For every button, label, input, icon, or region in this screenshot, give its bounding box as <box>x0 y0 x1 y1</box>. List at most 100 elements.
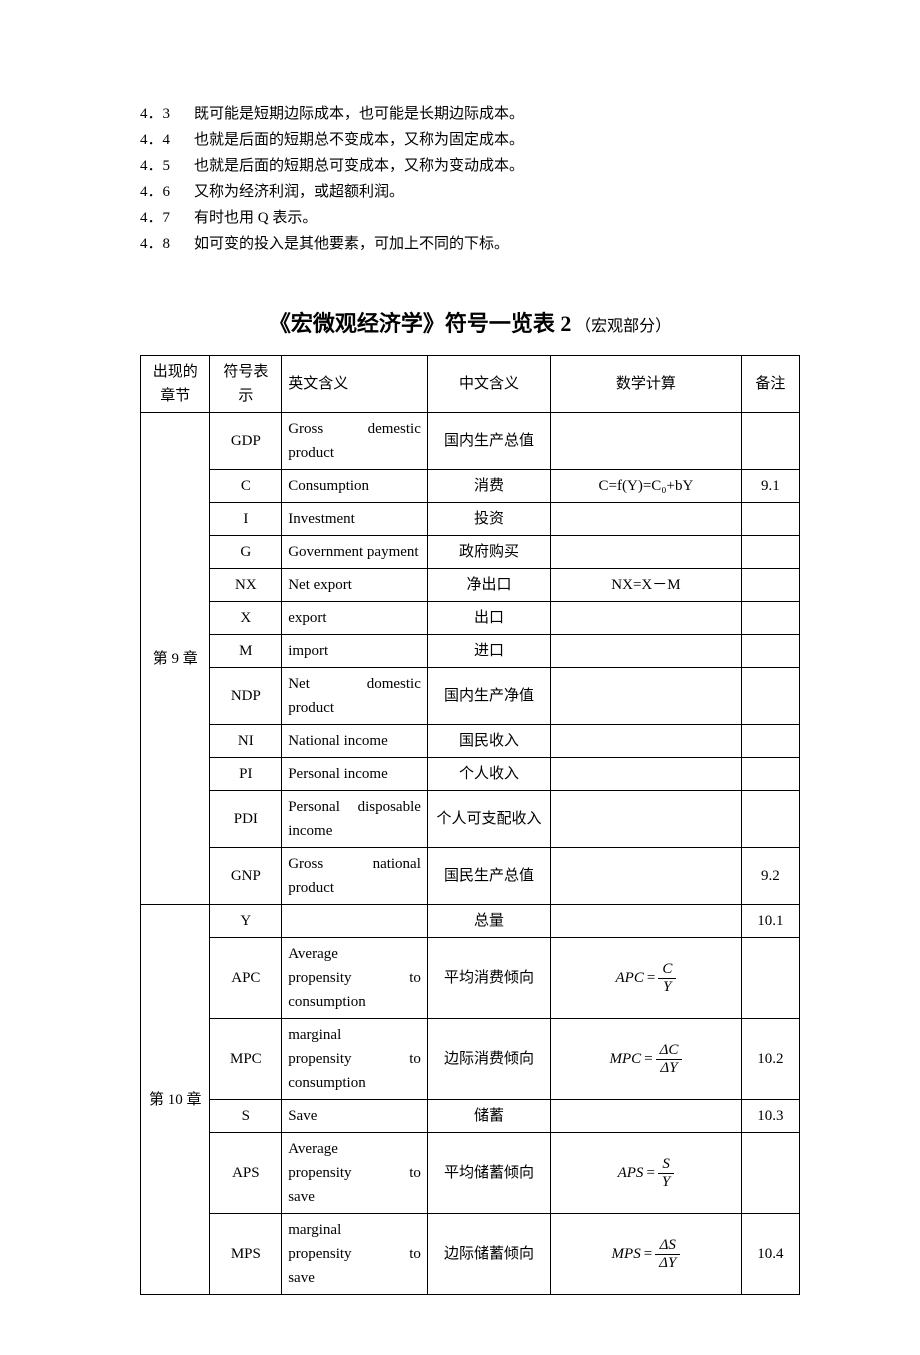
cell-chinese: 边际消费倾向 <box>427 1019 550 1100</box>
symbol-table: 出现的章节 符号表示 英文含义 中文含义 数学计算 备注 第 9 章GDPGro… <box>140 355 800 1295</box>
note-line: 4．7有时也用 Q 表示。 <box>140 206 800 230</box>
th-chapter: 出现的章节 <box>141 356 210 413</box>
cell-chinese: 国民收入 <box>427 725 550 758</box>
cell-note <box>741 791 799 848</box>
cell-symbol: MPS <box>210 1214 282 1295</box>
cell-math: MPC=ΔCΔY <box>551 1019 742 1100</box>
table-row: NXNet export净出口NX=X－M <box>141 569 800 602</box>
cell-math <box>551 725 742 758</box>
table-row: NDPNet domesticproduct国内生产净值 <box>141 668 800 725</box>
th-en: 英文含义 <box>282 356 428 413</box>
cell-english: Save <box>282 1100 428 1133</box>
table-row: Xexport出口 <box>141 602 800 635</box>
cell-english: Personal income <box>282 758 428 791</box>
note-number: 4．5 <box>140 154 194 178</box>
cell-english: Personal disposable income <box>282 791 428 848</box>
cell-note: 10.4 <box>741 1214 799 1295</box>
table-row: Mimport进口 <box>141 635 800 668</box>
cell-note: 10.3 <box>741 1100 799 1133</box>
title-main: 《宏微观经济学》符号一览表 2 <box>269 311 572 336</box>
cell-chinese: 进口 <box>427 635 550 668</box>
cell-chinese: 政府购买 <box>427 536 550 569</box>
cell-english: Net export <box>282 569 428 602</box>
cell-math <box>551 536 742 569</box>
cell-chinese: 国内生产净值 <box>427 668 550 725</box>
table-title: 《宏微观经济学》符号一览表 2 （宏观部分） <box>140 306 800 341</box>
cell-chapter: 第 9 章 <box>141 413 210 905</box>
cell-symbol: PDI <box>210 791 282 848</box>
table-row: PDIPersonal disposable income个人可支配收入 <box>141 791 800 848</box>
note-line: 4．6又称为经济利润，或超额利润。 <box>140 180 800 204</box>
cell-symbol: C <box>210 470 282 503</box>
cell-note <box>741 758 799 791</box>
cell-note <box>741 668 799 725</box>
cell-english: Government payment <box>282 536 428 569</box>
note-text: 如可变的投入是其他要素，可加上不同的下标。 <box>194 232 800 256</box>
cell-symbol: I <box>210 503 282 536</box>
cell-symbol: Y <box>210 905 282 938</box>
cell-math <box>551 1100 742 1133</box>
cell-english: Averagepropensity toconsumption <box>282 938 428 1019</box>
note-number: 4．3 <box>140 102 194 126</box>
cell-chinese: 国内生产总值 <box>427 413 550 470</box>
cell-chinese: 投资 <box>427 503 550 536</box>
cell-symbol: PI <box>210 758 282 791</box>
cell-math <box>551 848 742 905</box>
cell-chinese: 总量 <box>427 905 550 938</box>
cell-chinese: 储蓄 <box>427 1100 550 1133</box>
table-row: MPSmarginalpropensity tosave边际储蓄倾向MPS=ΔS… <box>141 1214 800 1295</box>
table-header-row: 出现的章节 符号表示 英文含义 中文含义 数学计算 备注 <box>141 356 800 413</box>
table-row: MPCmarginalpropensity toconsumption边际消费倾… <box>141 1019 800 1100</box>
cell-chinese: 出口 <box>427 602 550 635</box>
note-text: 也就是后面的短期总可变成本，又称为变动成本。 <box>194 154 800 178</box>
note-line: 4．8如可变的投入是其他要素，可加上不同的下标。 <box>140 232 800 256</box>
cell-symbol: APC <box>210 938 282 1019</box>
note-line: 4．5也就是后面的短期总可变成本，又称为变动成本。 <box>140 154 800 178</box>
cell-note: 9.2 <box>741 848 799 905</box>
cell-note <box>741 503 799 536</box>
cell-math <box>551 635 742 668</box>
cell-english: marginalpropensity tosave <box>282 1214 428 1295</box>
cell-chinese: 平均消费倾向 <box>427 938 550 1019</box>
cell-note <box>741 725 799 758</box>
cell-math: NX=X－M <box>551 569 742 602</box>
cell-chinese: 消费 <box>427 470 550 503</box>
note-line: 4．3既可能是短期边际成本，也可能是长期边际成本。 <box>140 102 800 126</box>
table-row: 第 10 章Y总量10.1 <box>141 905 800 938</box>
cell-note <box>741 569 799 602</box>
cell-math <box>551 905 742 938</box>
cell-math <box>551 503 742 536</box>
cell-english: import <box>282 635 428 668</box>
table-row: GNPGross nationalproduct国民生产总值9.2 <box>141 848 800 905</box>
cell-chinese: 平均储蓄倾向 <box>427 1133 550 1214</box>
cell-english: Gross nationalproduct <box>282 848 428 905</box>
note-text: 有时也用 Q 表示。 <box>194 206 800 230</box>
cell-symbol: M <box>210 635 282 668</box>
cell-english: National income <box>282 725 428 758</box>
note-line: 4．4也就是后面的短期总不变成本，又称为固定成本。 <box>140 128 800 152</box>
cell-note <box>741 1133 799 1214</box>
cell-symbol: GDP <box>210 413 282 470</box>
cell-math: APC=CY <box>551 938 742 1019</box>
cell-symbol: S <box>210 1100 282 1133</box>
cell-math: APS=SY <box>551 1133 742 1214</box>
cell-math <box>551 758 742 791</box>
cell-symbol: X <box>210 602 282 635</box>
table-row: 第 9 章GDPGross demesticproduct国内生产总值 <box>141 413 800 470</box>
note-number: 4．7 <box>140 206 194 230</box>
table-row: IInvestment投资 <box>141 503 800 536</box>
cell-note: 9.1 <box>741 470 799 503</box>
th-note: 备注 <box>741 356 799 413</box>
note-number: 4．8 <box>140 232 194 256</box>
table-row: GGovernment payment政府购买 <box>141 536 800 569</box>
cell-math <box>551 602 742 635</box>
table-row: SSave储蓄 10.3 <box>141 1100 800 1133</box>
note-number: 4．4 <box>140 128 194 152</box>
table-row: CConsumption消费C=f(Y)=C₀+bY9.1 <box>141 470 800 503</box>
cell-math <box>551 668 742 725</box>
table-row: NINational income国民收入 <box>141 725 800 758</box>
th-symbol: 符号表示 <box>210 356 282 413</box>
cell-note <box>741 413 799 470</box>
note-text: 也就是后面的短期总不变成本，又称为固定成本。 <box>194 128 800 152</box>
cell-symbol: NX <box>210 569 282 602</box>
